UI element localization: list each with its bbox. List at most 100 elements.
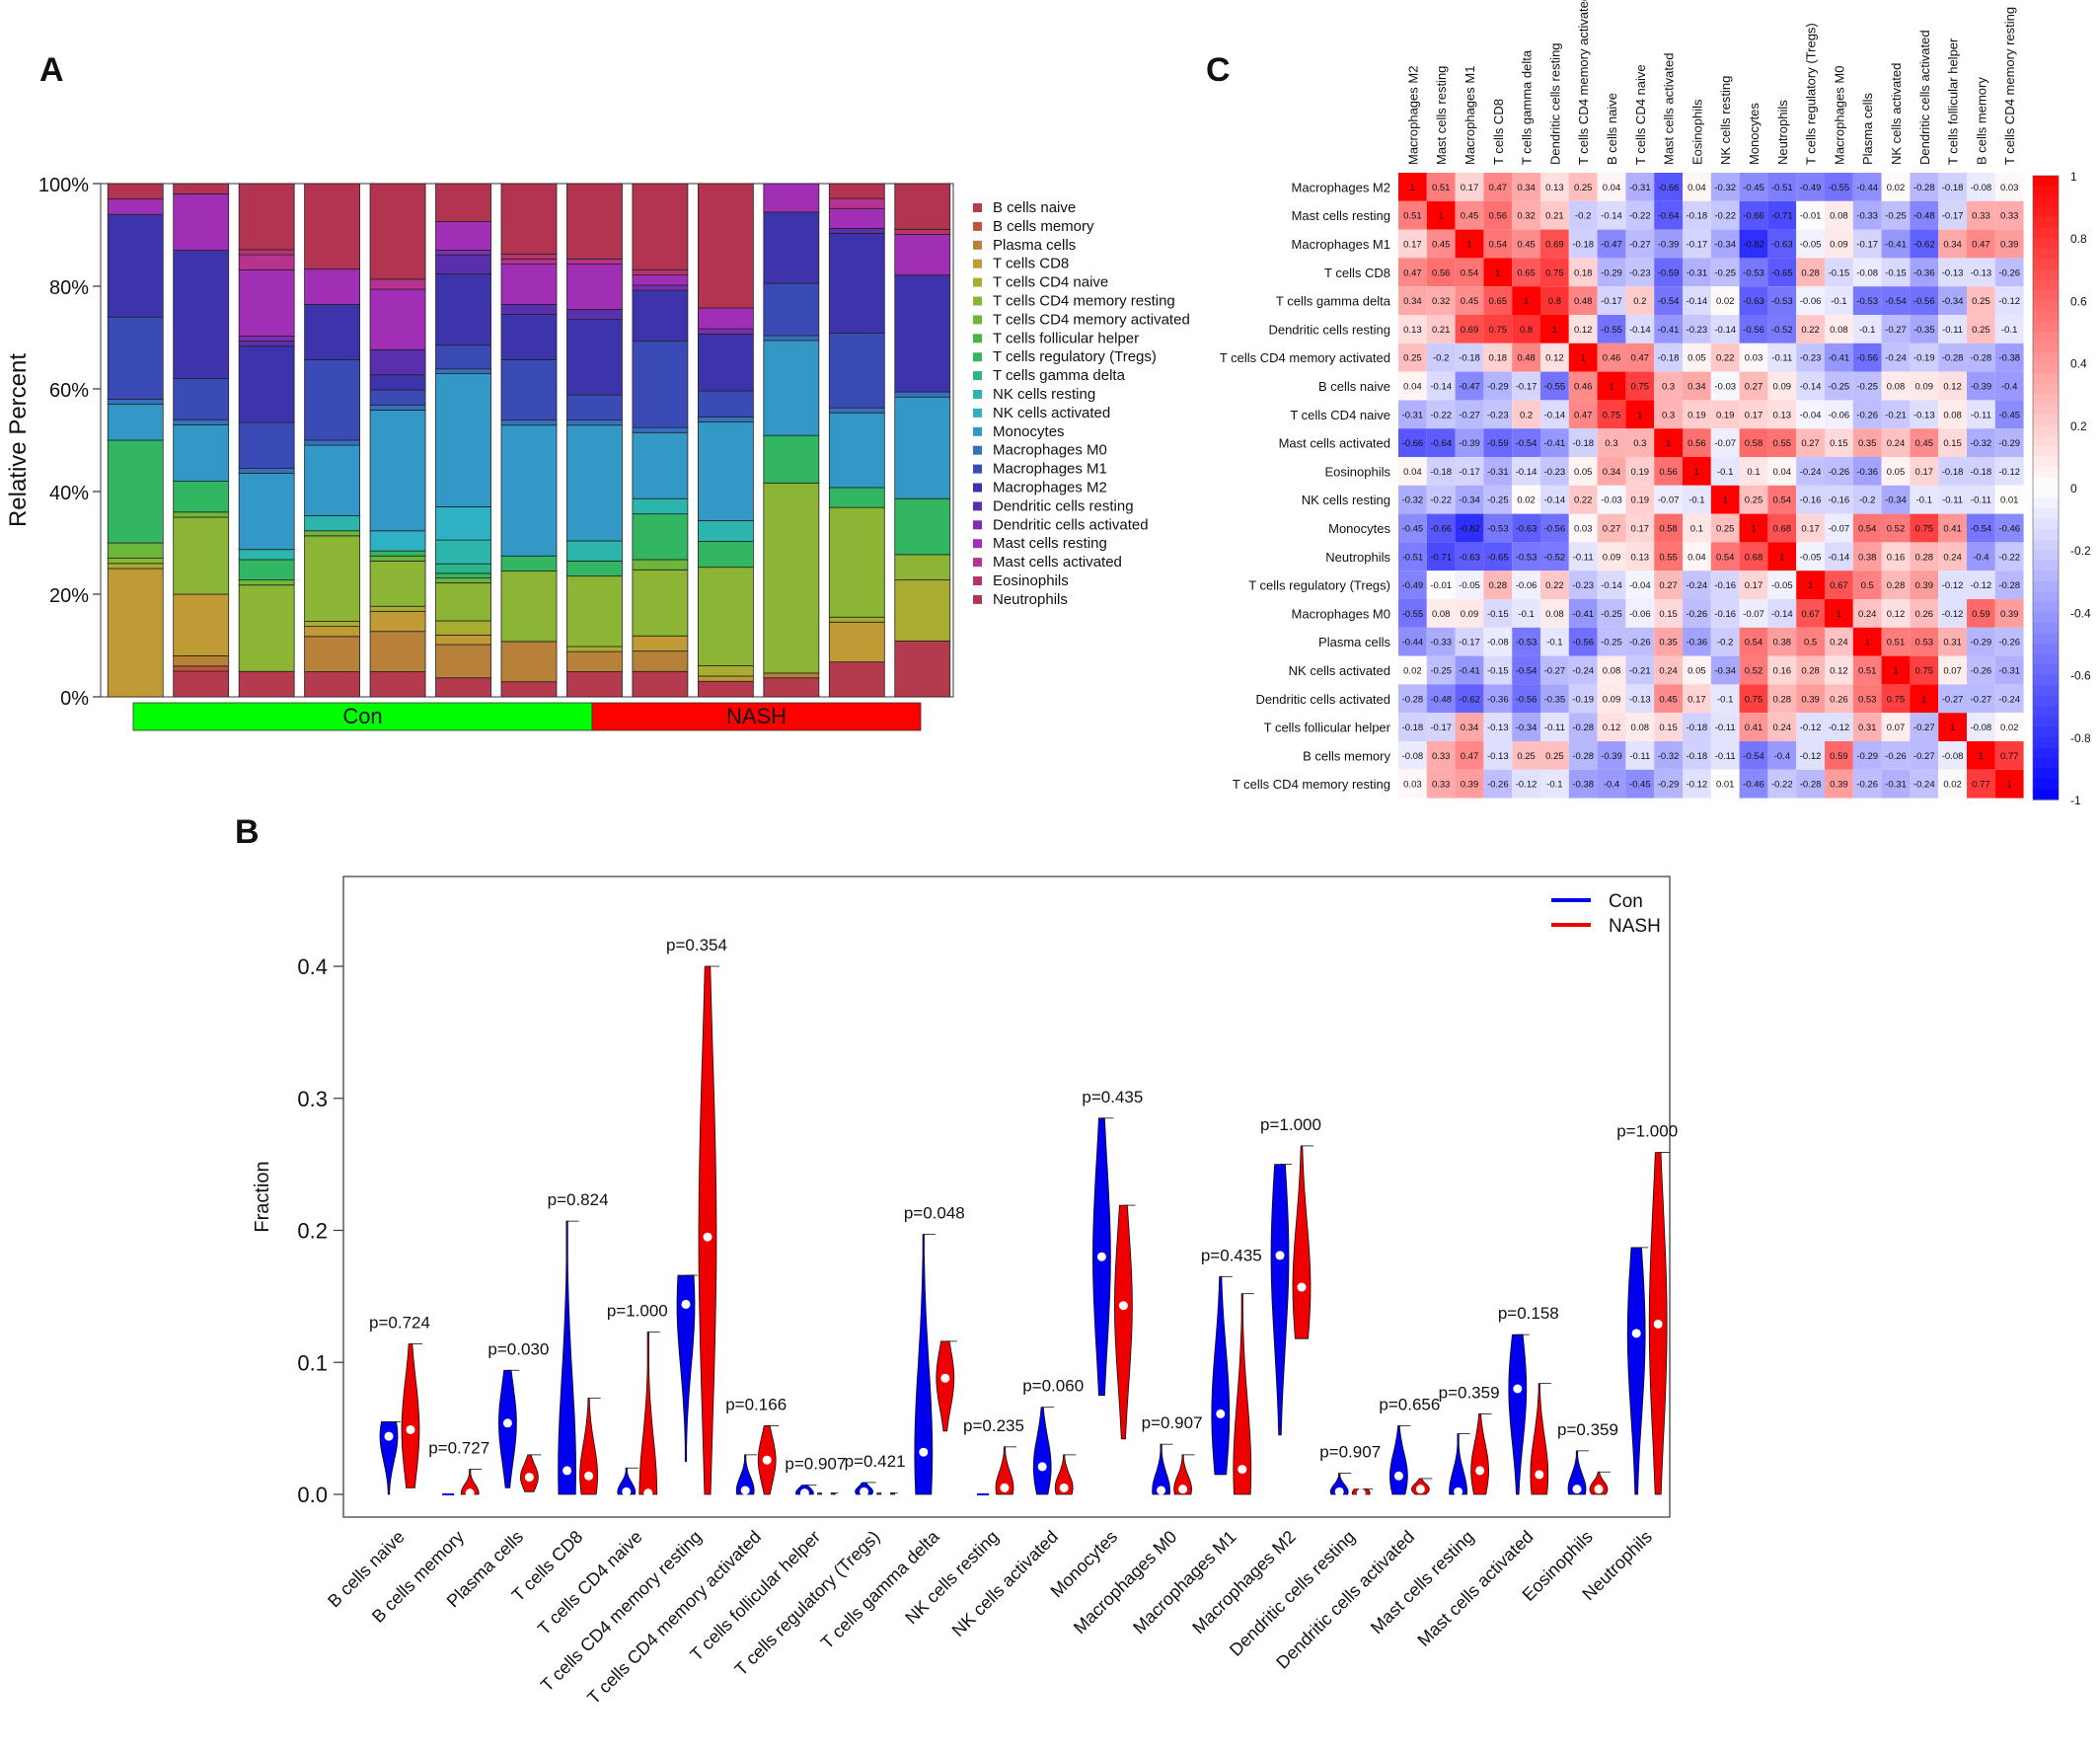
violin-con-macrophages-m2-median	[1275, 1251, 1285, 1260]
heatmap-cell	[1540, 571, 1569, 599]
cell-value: 0.28	[1801, 267, 1820, 278]
heatmap-cell	[1597, 428, 1626, 457]
cell-value: -0.63	[1743, 296, 1764, 307]
legend-swatch-t-cells-follicular-helper	[973, 334, 982, 343]
p-value-mast-cells-activated: p=0.158	[1498, 1304, 1559, 1323]
heatmap-cell	[1483, 286, 1513, 315]
bar-segment-t-cells-cd4-memory-resting	[107, 558, 164, 565]
legend-label-macrophages-m2: Macrophages M2	[993, 480, 1107, 496]
cell-value: -0.1	[1916, 495, 1932, 506]
bar-segment-monocytes	[500, 424, 558, 557]
colorbar-segment	[2033, 310, 2059, 323]
cell-value: -0.27	[1971, 694, 1992, 705]
violin-con-t-cells-regulatory-tregs-median	[860, 1486, 869, 1496]
cell-value: -0.31	[1687, 267, 1708, 278]
colorbar-segment	[2033, 644, 2059, 655]
cell-value: -0.18	[1687, 211, 1708, 222]
heatmap-cell	[1739, 741, 1768, 770]
bar-segment-macrophages-m2	[697, 333, 754, 392]
row-label-monocytes: Monocytes	[1328, 521, 1390, 536]
cell-value: -0.18	[1459, 353, 1480, 364]
bar-segment-macrophages-m2	[828, 233, 885, 334]
bar-segment-macrophages-m0	[566, 419, 623, 426]
heatmap-cell	[1967, 713, 1995, 741]
colorbar-tick-label: -0.6	[2070, 669, 2091, 683]
bar-segment-t-cells-cd4-memory-resting	[566, 575, 623, 648]
heatmap-cell	[1540, 457, 1569, 486]
cell-value: 1	[1466, 240, 1471, 251]
colorbar-segment	[2033, 445, 2059, 457]
bar-segment-b-cells-naive	[632, 670, 689, 698]
colorbar-segment	[2033, 757, 2059, 769]
legend-label-monocytes: Monocytes	[993, 423, 1065, 440]
bar-segment-macrophages-m1	[238, 421, 295, 469]
bar-segment-eosinophils	[894, 228, 951, 235]
heatmap-cell	[1683, 286, 1711, 315]
cell-value: -0.28	[1913, 183, 1935, 193]
violin-nash-monocytes	[1113, 1204, 1133, 1440]
cell-value: 0.24	[1830, 638, 1848, 648]
cell-value: 0.54	[1716, 552, 1735, 563]
heatmap-cell	[1625, 485, 1655, 514]
cell-value: 1	[1779, 552, 1784, 563]
heatmap-cell	[1597, 258, 1626, 287]
bar-segment-t-cells-regulatory-tregs	[107, 439, 164, 544]
cell-value: -0.08	[1971, 183, 1992, 193]
heatmap-cell	[1825, 343, 1853, 372]
col-label-t-cells-cd4-naive: T cells CD4 naive	[1633, 64, 1648, 165]
cell-value: -0.24	[1913, 780, 1935, 791]
heatmap-cell	[1683, 571, 1711, 599]
cell-value: -0.4	[1604, 780, 1619, 791]
correlation-heatmap: 1 0.51 0.17 0.47 0.34 0.13 0.25 0.04 -0.31 -0.66 0…	[1220, 0, 2091, 807]
heatmap-cell	[1398, 542, 1427, 572]
heatmap-cell	[1967, 173, 1995, 201]
bar-segment-macrophages-m2	[173, 250, 230, 380]
heatmap-cell	[1398, 343, 1427, 372]
row-label-b-cells-naive: B cells naive	[1318, 379, 1390, 394]
heatmap-cell	[1512, 684, 1540, 714]
heatmap-cell	[1540, 173, 1569, 201]
cell-value: -0.05	[1800, 240, 1822, 251]
heatmap-cell	[1994, 571, 2024, 599]
cell-value: -0.55	[1829, 183, 1850, 193]
heatmap-cell	[1967, 258, 1995, 287]
heatmap-cell	[1654, 173, 1683, 201]
heatmap-cell	[1994, 428, 2024, 457]
heatmap-cell	[1540, 769, 1569, 799]
heatmap-cell	[1654, 428, 1683, 457]
cell-value: 0.51	[1403, 211, 1422, 222]
cell-value: 0.3	[1633, 438, 1646, 449]
violin-nash-mast-cells-resting-median	[1475, 1466, 1485, 1476]
violin-nash-nk-cells-resting-median	[1000, 1483, 1010, 1492]
heatmap-cell	[1796, 684, 1825, 714]
heatmap-cell	[1881, 713, 1911, 741]
colorbar-segment	[2033, 664, 2059, 676]
cell-value: -0.16	[1714, 609, 1736, 620]
cell-value: 0.39	[1830, 780, 1848, 791]
p-value-macrophages-m1: p=0.435	[1201, 1246, 1262, 1264]
legend-label-t-cells-cd8: T cells CD8	[993, 256, 1069, 272]
heatmap-cell	[1597, 457, 1626, 486]
cell-value: -0.38	[1572, 780, 1594, 791]
heatmap-cell	[1796, 371, 1825, 401]
heatmap-cell	[1767, 457, 1797, 486]
p-value-t-cells-cd8: p=0.824	[548, 1190, 609, 1209]
bar-segment-monocytes	[304, 444, 361, 516]
heatmap-cell	[1710, 627, 1740, 656]
heatmap-cell	[1739, 713, 1768, 741]
cell-value: -0.48	[1913, 211, 1935, 222]
heatmap-cell	[1767, 599, 1797, 628]
heatmap-cell	[1683, 627, 1711, 656]
cell-value: -0.21	[1885, 410, 1907, 420]
violin-con-eosinophils-median	[1572, 1485, 1582, 1494]
p-value-b-cells-memory: p=0.727	[428, 1439, 489, 1458]
cell-value: 0.12	[1830, 666, 1848, 677]
cell-value: -0.26	[1971, 666, 1992, 677]
heatmap-cell	[1483, 741, 1513, 770]
bar-segment-neutrophils	[828, 183, 885, 199]
bar-segment-macrophages-m2	[369, 374, 426, 391]
heatmap-cell	[1568, 513, 1598, 543]
cell-value: -0.13	[1487, 751, 1509, 762]
heatmap-cell	[1852, 627, 1882, 656]
bar-segment-monocytes	[566, 424, 623, 542]
